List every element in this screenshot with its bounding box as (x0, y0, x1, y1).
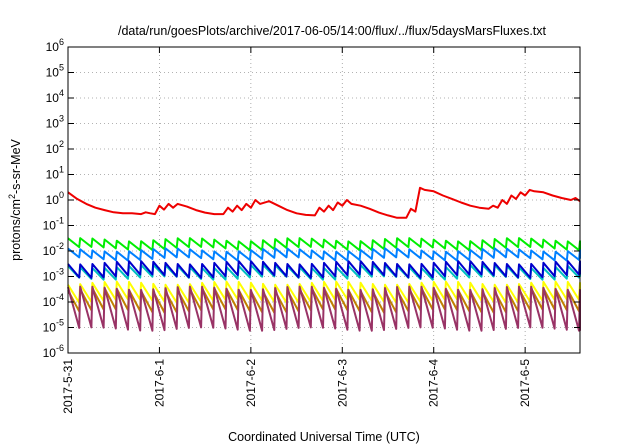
y-tick-label: 10-1 (43, 216, 64, 233)
series-line (67, 280, 581, 304)
x-axis-ticks: 2017-5-31 2017-6-1 2017-6-2 2017-6-3 2017-6-… (61, 47, 532, 414)
x-tick-label: 2017-6-2 (244, 359, 258, 407)
y-tick-label: 102 (46, 139, 64, 156)
series-group (67, 186, 581, 332)
x-tick-label: 2017-6-1 (152, 359, 166, 407)
y-tick-label: 10-5 (43, 318, 64, 335)
y-tick-label: 10-2 (43, 241, 64, 258)
y-axis-label-sup: 2 (7, 194, 17, 199)
series-line (67, 285, 581, 332)
y-tick-label: 10-6 (43, 343, 64, 360)
y-axis-ticks: 10-6 10-5 10-4 10-3 10-2 10-1 100 101 102 103 104 1… (43, 37, 580, 360)
x-tick-label: 2017-5-31 (61, 359, 75, 414)
chart-title: /data/run/goesPlots/archive/2017-06-05/1… (118, 24, 547, 38)
series-line (67, 260, 581, 279)
x-tick-label: 2017-6-5 (518, 359, 532, 407)
x-tick-label: 2017-6-4 (427, 359, 441, 407)
series-line (67, 247, 581, 262)
y-tick-label: 10-4 (43, 292, 64, 309)
series-line (67, 237, 581, 252)
y-tick-label: 101 (46, 165, 64, 182)
y-axis-label-base: protons/cm (9, 199, 23, 261)
x-axis-label: Coordinated Universal Time (UTC) (228, 430, 420, 444)
x-tick-label: 2017-6-3 (335, 359, 349, 407)
y-tick-label: 10-3 (43, 267, 64, 284)
y-tick-label: 103 (46, 114, 64, 131)
y-tick-label: 100 (46, 190, 64, 207)
y-axis-label: protons/cm2-s-sr-MeV (7, 138, 23, 260)
y-tick-label: 105 (46, 63, 64, 80)
y-tick-label: 104 (46, 88, 64, 105)
y-axis-label-rest: -s-sr-MeV (9, 138, 23, 194)
series-line (67, 186, 581, 219)
y-tick-label: 106 (46, 37, 64, 54)
